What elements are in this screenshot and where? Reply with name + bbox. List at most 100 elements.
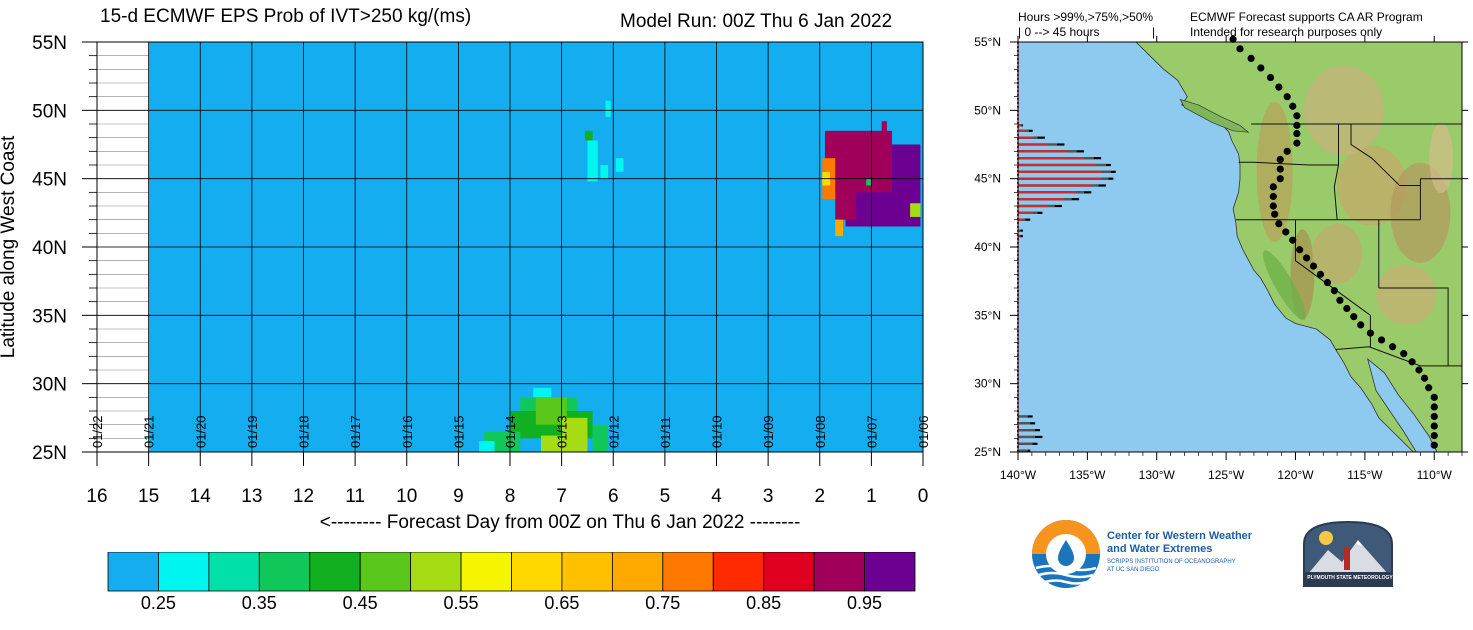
hours-legend-divider: |: [1152, 25, 1156, 39]
coast-point: [1366, 329, 1375, 337]
date-label: 01/12: [606, 415, 621, 448]
date-label: 01/11: [658, 416, 673, 448]
y-tick-label: 30N: [32, 375, 67, 396]
coast-point: [1400, 350, 1408, 358]
prob-region: [540, 435, 562, 452]
x-tick-label: 15: [138, 486, 159, 507]
date-label: 01/17: [348, 415, 363, 448]
coast-point: [1336, 296, 1344, 304]
x-tick-label: 3: [763, 486, 774, 507]
border-line: [1378, 287, 1449, 366]
coast-point: [1293, 129, 1301, 138]
colorbar-swatch: [611, 552, 664, 592]
colorbar-swatch: [107, 552, 159, 592]
y-tick-label: 25N: [32, 443, 67, 464]
lat-label: 55°N: [974, 35, 1001, 49]
coast-point: [1282, 228, 1290, 236]
colorbar-swatch: [561, 552, 613, 592]
date-label: 01/16: [400, 415, 415, 448]
prob-region: [615, 158, 624, 172]
x-tick-label: 0: [918, 486, 929, 507]
x-tick-label: 16: [86, 486, 107, 507]
coast-point: [1323, 278, 1332, 287]
cw3e-name-line3: SCRIPPS INSTITUTION OF OCEANOGRAPHY: [1107, 559, 1236, 565]
prob-region: [866, 178, 872, 186]
colorbar-label: 0.35: [242, 593, 277, 612]
date-label: 01/10: [710, 415, 725, 448]
hours-bar: [1018, 449, 1028, 452]
border-line: [1350, 124, 1421, 186]
colorbar-swatch: [410, 552, 462, 592]
colorbar-label: 0.85: [746, 593, 781, 612]
hours-bar: [1018, 234, 1020, 238]
x-tick-label: 10: [396, 486, 417, 507]
cw3e-name-line4: AT UC SAN DIEGO: [1107, 567, 1160, 573]
research-note: Intended for research purposes only: [1190, 25, 1383, 39]
coast-point: [1343, 304, 1351, 313]
hours-legend-line2: | 0 --> 45 hours: [1018, 25, 1100, 39]
model-run-label: Model Run: 00Z Thu 6 Jan 2022: [620, 11, 893, 32]
colorbar-swatch: [864, 552, 916, 592]
colorbar-swatch: [763, 552, 815, 592]
hours-bar: [1018, 229, 1023, 232]
hours-bar: [1018, 442, 1033, 445]
lon-label: 115°W: [1347, 468, 1383, 482]
y-tick-label: 55N: [32, 33, 67, 54]
coast-point: [1275, 220, 1283, 228]
colorbar-label: 0.65: [544, 593, 579, 612]
hours-bar: [1018, 184, 1092, 187]
date-label: 01/07: [864, 415, 879, 448]
border-line: [1238, 161, 1339, 166]
colorbar-swatch: [712, 552, 765, 592]
coast-point: [1430, 422, 1438, 430]
coast-point: [1247, 54, 1255, 63]
lon-label: 130°W: [1139, 468, 1176, 482]
coast-point: [1309, 262, 1318, 270]
date-label: 01/18: [297, 415, 312, 448]
lon-label: 135°W: [1069, 468, 1106, 482]
colorbar-swatch: [511, 552, 563, 592]
date-label: 01/06: [916, 415, 931, 448]
prob-region: [824, 130, 893, 193]
ar-map: 140°W 135°W 130°W 125°W 120°W 115°W 110°W 25°N 3…: [974, 35, 1468, 482]
coast-point: [1289, 236, 1297, 244]
x-tick-label: 4: [711, 486, 722, 507]
coast-point: [1330, 287, 1338, 295]
coast-point: [1377, 336, 1386, 344]
coast-point: [1283, 147, 1291, 155]
cw3e-logo: [1032, 520, 1100, 588]
date-label: 01/08: [813, 415, 828, 448]
colorbar-label: 0.75: [645, 593, 680, 612]
coast-point: [1420, 374, 1429, 382]
date-label: 01/15: [451, 415, 466, 448]
coast-point: [1276, 165, 1284, 173]
lat-label: 45°N: [974, 172, 1001, 186]
x-tick-label: 11: [345, 486, 365, 507]
colorbar-swatch: [662, 552, 714, 592]
chart-title: 15-d ECMWF EPS Prob of IVT>250 kg/(ms): [100, 6, 472, 27]
hours-bar: [1018, 204, 1048, 208]
coast-point: [1316, 270, 1325, 278]
prob-region: [533, 387, 552, 398]
coast-point: [1430, 412, 1438, 421]
coast-point: [1350, 313, 1358, 321]
date-label: 01/09: [761, 415, 776, 448]
colorbar-swatch: [258, 552, 311, 592]
border-line: [1333, 124, 1339, 220]
prob-region: [561, 417, 588, 452]
hours-bar: [1018, 211, 1033, 214]
coast-point: [1269, 202, 1277, 210]
prob-region: [835, 185, 856, 220]
hours-bar: [1018, 415, 1028, 418]
x-tick-label: 7: [556, 486, 567, 507]
coast-point: [1229, 35, 1237, 43]
hours-bar: [1018, 234, 1021, 238]
colorbar-swatch: [208, 552, 260, 592]
hours-bar: [1018, 163, 1097, 167]
cw3e-name-line1: Center for Western Weather: [1107, 530, 1253, 542]
colorbar-label: 0.55: [444, 593, 479, 612]
coast-point: [1357, 321, 1365, 329]
coast-point: [1283, 93, 1291, 101]
lon-label: 120°W: [1277, 468, 1314, 482]
